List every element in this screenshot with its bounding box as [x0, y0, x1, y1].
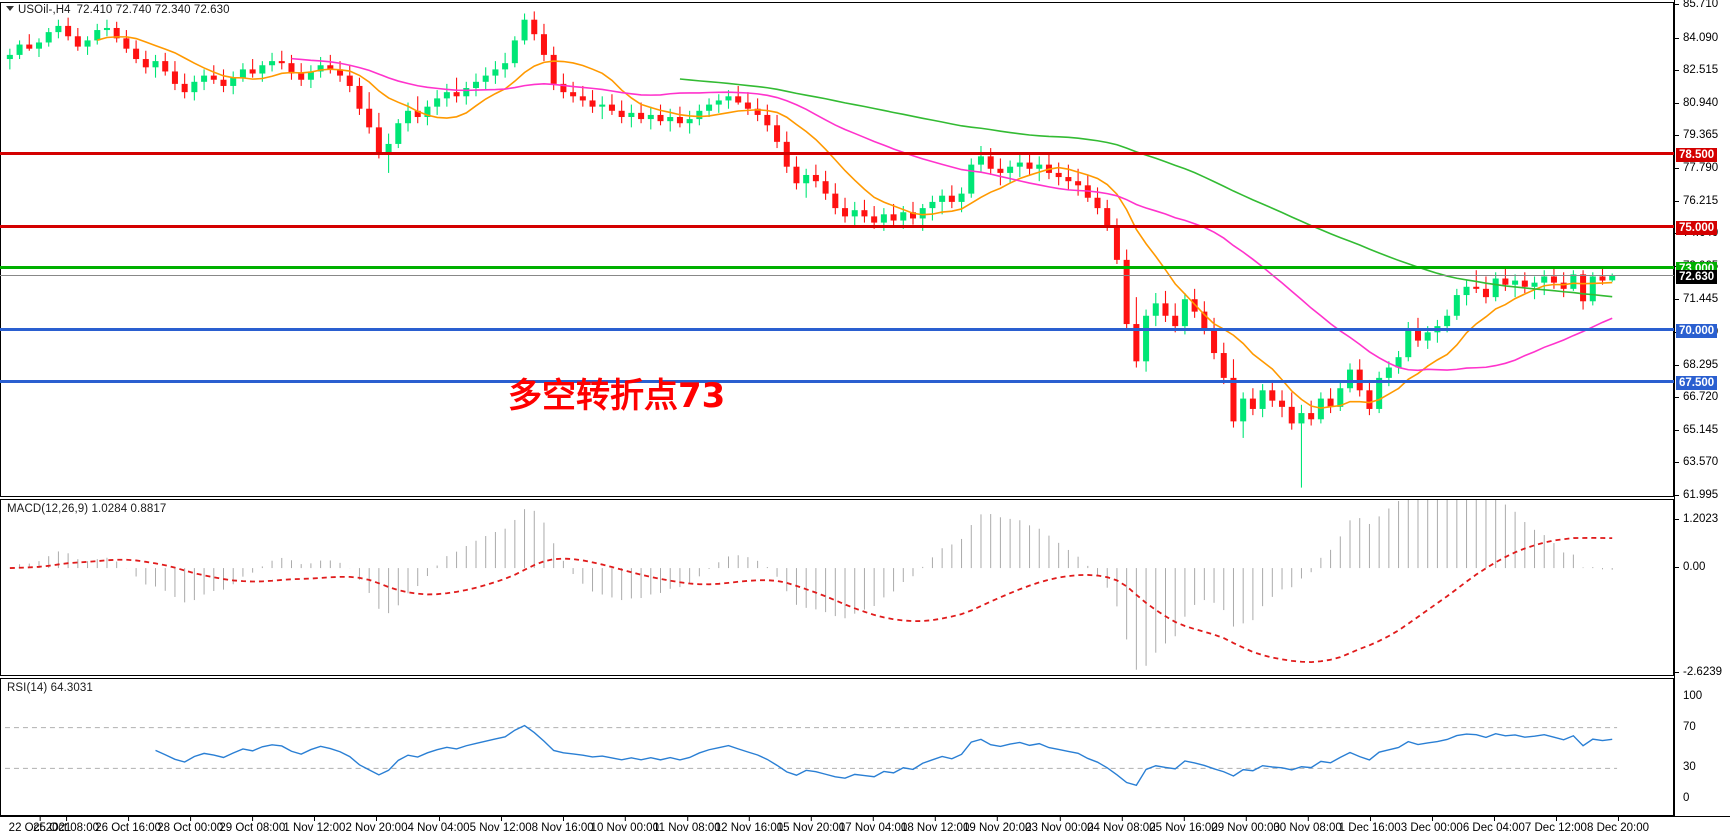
macd-svg: [9, 500, 1613, 670]
symbol-ohlc-values: 72.410 72.740 72.340 72.630: [76, 4, 230, 16]
level-line-70-000[interactable]: [0, 328, 1674, 332]
price-tick: 82.515: [1674, 64, 1718, 76]
price-tick: 80.940: [1674, 97, 1718, 109]
price-candlestick-svg: [6, 11, 1616, 488]
macd-indicator-panel[interactable]: MACD(12,26,9) 1.0284 0.8817: [0, 499, 1674, 676]
scale-separator: [1674, 0, 1675, 816]
time-tick-label: 26 Oct 16:00: [95, 817, 162, 834]
time-tick-label: 5 Nov 12:00: [469, 817, 532, 834]
symbol-label: USOil-,H4: [18, 4, 71, 16]
level-line-75-000[interactable]: [0, 224, 1674, 228]
time-tick-label: 4 Nov 04:00: [407, 817, 470, 834]
macd-tick: -2.6239: [1674, 666, 1722, 678]
price-tick: 66.720: [1674, 391, 1718, 403]
price-tick: 61.995: [1674, 489, 1718, 501]
level-tag-67-500[interactable]: 67.500: [1676, 376, 1718, 391]
time-tick-label: 11 Nov 08:00: [653, 817, 721, 834]
rsi-header: RSI(14) 64.3031: [7, 682, 93, 694]
price-tick: 65.145: [1674, 424, 1718, 436]
time-tick-label: 8 Nov 16:00: [531, 817, 594, 834]
price-tick: 63.570: [1674, 456, 1718, 468]
price-tick: 79.365: [1674, 129, 1718, 141]
collapse-triangle-icon[interactable]: [6, 6, 14, 12]
time-tick-label: 30 Nov 08:00: [1273, 817, 1342, 834]
time-tick-label: 6 Dec 04:00: [1462, 817, 1525, 834]
level-line-78-500[interactable]: [0, 152, 1674, 156]
price-chart-panel[interactable]: [0, 2, 1674, 497]
rsi-tick: 0: [1683, 792, 1690, 804]
time-tick-label: 2 Nov 20:00: [345, 817, 408, 834]
price-tick: 71.445: [1674, 293, 1718, 305]
level-line-73-000[interactable]: [0, 266, 1674, 270]
time-tick-label: 29 Nov 00:00: [1211, 817, 1280, 834]
time-tick-label: 25 Nov 16:00: [1149, 817, 1218, 834]
rsi-tick: 70: [1683, 720, 1696, 733]
level-tag-78-500[interactable]: 78.500: [1676, 148, 1718, 163]
time-axis[interactable]: 22 Oct 2021 25 Oct 08:00 26 Oct 16:00 28 Oc…: [0, 816, 1730, 839]
time-tick-label: 22 Oct 2021: [8, 817, 72, 834]
time-tick-label: 28 Oct 00:00: [157, 817, 224, 834]
macd-header: MACD(12,26,9) 1.0284 0.8817: [7, 503, 167, 515]
chart-annotation-text: 多空转折点73: [508, 376, 726, 416]
time-tick-label: 7 Dec 12:00: [1524, 817, 1587, 834]
level-line-67-500[interactable]: [0, 380, 1674, 384]
rsi-indicator-panel[interactable]: RSI(14) 64.3031: [0, 678, 1674, 816]
time-tick-label: 18 Nov 12:00: [900, 817, 970, 834]
time-tick-label: 1 Dec 16:00: [1338, 817, 1401, 834]
rsi-svg: [4, 724, 1618, 787]
price-tick: 68.295: [1674, 359, 1718, 371]
rsi-tick: 100: [1683, 690, 1703, 702]
price-tick: 84.090: [1674, 32, 1718, 44]
time-tick-label: 17 Nov 04:00: [838, 817, 908, 834]
level-tag-75-000[interactable]: 75.000: [1676, 220, 1718, 235]
time-tick-label: 10 Nov 00:00: [590, 817, 659, 834]
symbol-header: USOil-,H4 72.410 72.740 72.340 72.630: [6, 4, 230, 16]
rsi-tick: 30: [1683, 761, 1696, 774]
time-tick-label: 3 Dec 00:00: [1400, 817, 1463, 834]
time-tick-label: 29 Oct 08:00: [219, 817, 286, 834]
time-tick-label: 25 Oct 08:00: [33, 817, 99, 834]
time-tick-label: 15 Nov 20:00: [776, 817, 846, 834]
time-tick-label: 24 Nov 08:00: [1087, 817, 1156, 834]
current-price-line: [0, 274, 1674, 276]
time-tick-label: 23 Nov 00:00: [1025, 817, 1094, 834]
price-tick: 85.710: [1674, 0, 1718, 10]
macd-tick: 1.2023: [1674, 513, 1718, 525]
time-tick-label: 8 Dec 20:00: [1586, 817, 1650, 834]
current-price-tag[interactable]: 72.630: [1676, 269, 1718, 284]
time-tick-label: 1 Nov 12:00: [283, 817, 346, 834]
level-tag-70-000[interactable]: 70.000: [1676, 324, 1718, 339]
price-tick: 76.215: [1674, 195, 1718, 207]
price-plot-area[interactable]: [1, 3, 1673, 496]
price-scale[interactable]: 85.710 84.090 82.515 80.940 79.365 77.790 76.2…: [1674, 0, 1730, 501]
time-tick-label: 19 Nov 20:00: [963, 817, 1032, 834]
price-tick: 77.790: [1674, 162, 1718, 174]
time-tick-label: 12 Nov 16:00: [714, 817, 784, 834]
macd-scale[interactable]: 1.2023 0.00 -2.6239: [1674, 499, 1730, 678]
rsi-plot-area[interactable]: [1, 679, 1673, 815]
rsi-scale[interactable]: 100 70 30 0: [1674, 678, 1730, 816]
macd-plot-area[interactable]: [1, 500, 1673, 675]
macd-tick: 0.00: [1674, 561, 1705, 573]
